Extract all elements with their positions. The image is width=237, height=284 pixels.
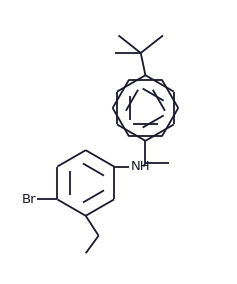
Text: Br: Br <box>22 193 36 206</box>
Text: NH: NH <box>131 160 150 173</box>
